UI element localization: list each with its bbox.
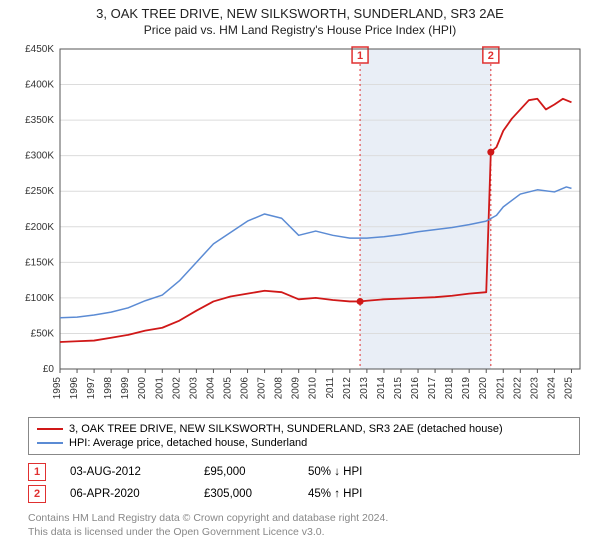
legend-item-property: 3, OAK TREE DRIVE, NEW SILKSWORTH, SUNDE… xyxy=(37,422,571,436)
title-block: 3, OAK TREE DRIVE, NEW SILKSWORTH, SUNDE… xyxy=(0,0,600,39)
title-subtitle: Price paid vs. HM Land Registry's House … xyxy=(10,23,590,37)
svg-text:2023: 2023 xyxy=(529,377,540,400)
sales-table: 1 03-AUG-2012 £95,000 50% ↓ HPI 2 06-APR… xyxy=(28,461,580,505)
svg-text:£100K: £100K xyxy=(25,293,54,304)
footer-attribution: Contains HM Land Registry data © Crown c… xyxy=(28,511,580,539)
legend-item-hpi: HPI: Average price, detached house, Sund… xyxy=(37,436,571,450)
sale-date-1: 03-AUG-2012 xyxy=(70,466,180,478)
svg-text:£200K: £200K xyxy=(25,222,54,233)
svg-text:1999: 1999 xyxy=(120,377,131,400)
svg-text:2021: 2021 xyxy=(495,377,506,400)
svg-text:2008: 2008 xyxy=(274,377,285,400)
sale-marker-2: 2 xyxy=(28,485,46,503)
svg-text:£0: £0 xyxy=(43,364,55,375)
svg-text:2011: 2011 xyxy=(325,377,336,399)
svg-text:2007: 2007 xyxy=(257,377,268,400)
svg-text:£450K: £450K xyxy=(25,44,54,55)
svg-text:2010: 2010 xyxy=(308,377,319,400)
svg-text:£350K: £350K xyxy=(25,115,54,126)
legend: 3, OAK TREE DRIVE, NEW SILKSWORTH, SUNDE… xyxy=(28,417,580,455)
svg-text:£300K: £300K xyxy=(25,151,54,162)
svg-text:2012: 2012 xyxy=(342,377,353,400)
svg-text:2006: 2006 xyxy=(240,377,251,400)
svg-text:2003: 2003 xyxy=(188,377,199,400)
chart-area: £0 £50K £100K £150K £200K £250K £300K £350K £400… xyxy=(10,39,590,409)
sale-marker-1: 1 xyxy=(28,463,46,481)
svg-text:2001: 2001 xyxy=(154,377,165,400)
legend-label-property: 3, OAK TREE DRIVE, NEW SILKSWORTH, SUNDE… xyxy=(69,423,503,435)
svg-text:2004: 2004 xyxy=(205,377,216,400)
svg-text:1998: 1998 xyxy=(103,377,114,400)
svg-text:2014: 2014 xyxy=(376,377,387,400)
svg-text:£400K: £400K xyxy=(25,80,54,91)
sale-price-1: £95,000 xyxy=(204,466,284,478)
footer-line2: This data is licensed under the Open Gov… xyxy=(28,525,580,539)
svg-text:2000: 2000 xyxy=(137,377,148,400)
svg-text:2002: 2002 xyxy=(171,377,182,400)
legend-swatch-hpi xyxy=(37,442,63,444)
sale-delta-2: 45% ↑ HPI xyxy=(308,488,398,500)
svg-text:2: 2 xyxy=(488,50,494,62)
legend-label-hpi: HPI: Average price, detached house, Sund… xyxy=(69,437,307,449)
svg-text:2016: 2016 xyxy=(410,377,421,400)
svg-text:2009: 2009 xyxy=(291,377,302,400)
sale-date-2: 06-APR-2020 xyxy=(70,488,180,500)
sale-price-2: £305,000 xyxy=(204,488,284,500)
svg-text:£250K: £250K xyxy=(25,186,54,197)
footer-line1: Contains HM Land Registry data © Crown c… xyxy=(28,511,580,525)
svg-text:2018: 2018 xyxy=(444,377,455,400)
svg-text:1: 1 xyxy=(357,50,363,62)
sale-row-1: 1 03-AUG-2012 £95,000 50% ↓ HPI xyxy=(28,461,580,483)
svg-text:2022: 2022 xyxy=(512,377,523,400)
svg-text:1995: 1995 xyxy=(52,377,63,400)
svg-text:£150K: £150K xyxy=(25,257,54,268)
svg-text:1997: 1997 xyxy=(86,377,97,400)
title-address: 3, OAK TREE DRIVE, NEW SILKSWORTH, SUNDE… xyxy=(10,6,590,21)
svg-text:2020: 2020 xyxy=(478,377,489,400)
svg-text:2017: 2017 xyxy=(427,377,438,400)
sale-delta-1: 50% ↓ HPI xyxy=(308,466,398,478)
line-chart-svg: £0 £50K £100K £150K £200K £250K £300K £350K £400… xyxy=(10,39,590,409)
svg-text:2019: 2019 xyxy=(461,377,472,400)
svg-text:2015: 2015 xyxy=(393,377,404,400)
chart-container: 3, OAK TREE DRIVE, NEW SILKSWORTH, SUNDE… xyxy=(0,0,600,539)
svg-text:2005: 2005 xyxy=(222,377,233,400)
legend-swatch-property xyxy=(37,428,63,430)
svg-text:2024: 2024 xyxy=(546,377,557,400)
svg-text:2025: 2025 xyxy=(563,377,574,400)
sale-row-2: 2 06-APR-2020 £305,000 45% ↑ HPI xyxy=(28,483,580,505)
svg-text:£50K: £50K xyxy=(31,328,55,339)
svg-text:1996: 1996 xyxy=(69,377,80,400)
svg-text:2013: 2013 xyxy=(359,377,370,400)
